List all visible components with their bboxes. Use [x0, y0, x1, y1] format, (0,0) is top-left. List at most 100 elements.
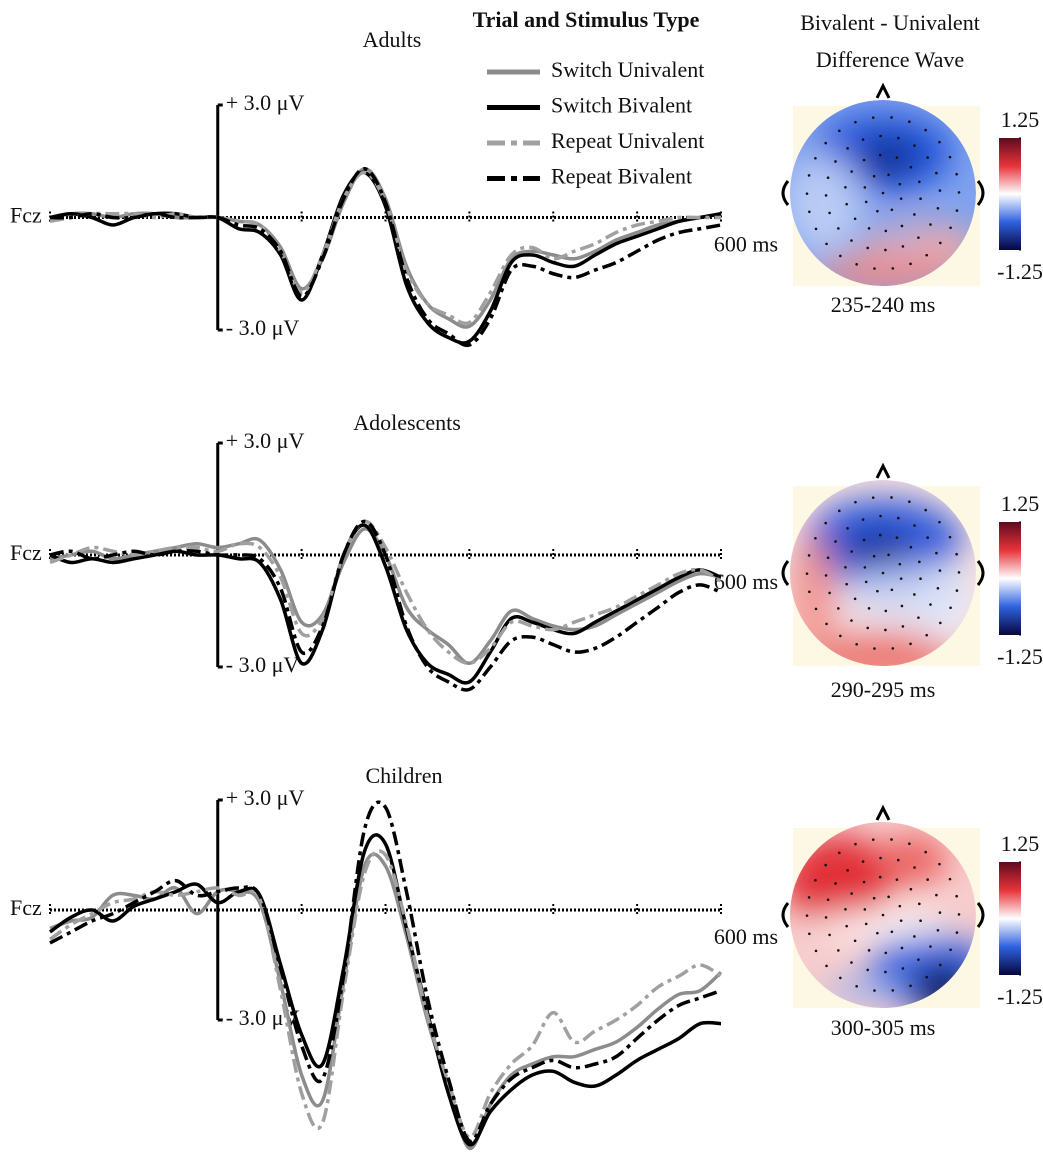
electrode [891, 267, 895, 270]
electrode [899, 577, 903, 580]
electrode [895, 878, 899, 881]
x-tick-label: 600 ms [714, 232, 778, 257]
electrode [846, 869, 849, 872]
electrode [899, 197, 903, 200]
electrode [862, 880, 866, 884]
electrode [895, 156, 899, 159]
electrode [955, 589, 959, 592]
electrode [909, 545, 913, 549]
colorbar-label: 1.25 [1001, 831, 1040, 856]
electrode [846, 147, 849, 150]
electrode [844, 907, 847, 911]
electrode [918, 560, 921, 564]
electrode [872, 896, 876, 900]
field-blob [790, 153, 863, 253]
electrode [891, 647, 895, 650]
electrode [909, 984, 912, 988]
colorbar-label: -1.25 [997, 984, 1043, 1009]
legend-label: Repeat Bivalent [551, 164, 692, 189]
y-tick-label: - 3.0 μV [226, 315, 300, 340]
electrode [924, 508, 927, 512]
electrode [845, 202, 848, 206]
electrode [838, 509, 841, 513]
electrode [909, 262, 912, 266]
electrode [924, 850, 927, 854]
erp-line [49, 167, 722, 348]
electrode [850, 619, 853, 622]
electrode [864, 580, 868, 584]
electrode [839, 254, 842, 258]
electrode [862, 538, 866, 542]
electrode [938, 520, 941, 524]
electrode [891, 989, 895, 992]
legend-title: Trial and Stimulus Type [473, 7, 700, 32]
electrode [957, 191, 961, 194]
electrode [955, 931, 959, 934]
scalp-field [790, 100, 976, 286]
electrode [872, 554, 876, 558]
ear-left [781, 180, 790, 206]
electrode [909, 642, 912, 646]
electrode [913, 213, 916, 216]
field-blob [790, 835, 893, 925]
erp-line [49, 167, 722, 329]
electrode [837, 607, 840, 610]
electrode [878, 875, 882, 879]
electrode [879, 514, 882, 518]
electrode [855, 642, 858, 646]
electrode [863, 908, 867, 911]
electrode [862, 158, 866, 162]
electrode [828, 591, 831, 595]
x-tick-label: 600 ms [714, 924, 778, 949]
electrode [808, 210, 811, 214]
electrode [826, 898, 830, 902]
electrode [864, 200, 868, 204]
electrode [861, 860, 865, 863]
colorbar-label: 1.25 [1001, 107, 1040, 132]
map-title: Difference Wave [816, 47, 964, 72]
electrode [814, 227, 818, 231]
electrode [917, 236, 920, 239]
field-blob [843, 563, 963, 623]
electrode [878, 153, 882, 157]
electrode [948, 877, 952, 881]
electrode [936, 928, 940, 932]
electrode [887, 895, 890, 899]
electrode [884, 248, 887, 252]
electrode [854, 842, 857, 846]
ear-right [976, 180, 985, 206]
map-title: Bivalent - Univalent [800, 10, 980, 35]
electrode [826, 556, 830, 560]
time-window: 235-240 ms [831, 292, 936, 317]
ear-right [976, 560, 985, 586]
electrode [871, 496, 875, 499]
ear-left [781, 560, 790, 586]
electrode [924, 128, 927, 132]
electrode [938, 569, 942, 572]
electrode [876, 589, 879, 593]
electrode [807, 554, 811, 557]
electrode [926, 878, 929, 881]
electrode [837, 227, 840, 230]
electrode [938, 189, 942, 192]
panel-title: Adolescents [353, 410, 461, 435]
electrode [834, 882, 837, 885]
electrode [863, 566, 867, 569]
electrode [935, 551, 938, 555]
electrode [926, 536, 929, 539]
electrode [948, 155, 952, 159]
electrode [805, 572, 809, 575]
colorbar-label: -1.25 [997, 644, 1043, 669]
electrode [929, 945, 932, 948]
electrode [807, 174, 811, 177]
field-blob [843, 530, 913, 566]
electrode [919, 919, 922, 923]
electrode [908, 842, 911, 846]
field-blob [888, 233, 918, 253]
electrode [824, 863, 827, 867]
electrode [826, 176, 830, 180]
electrode [908, 120, 911, 124]
electrode [955, 209, 959, 212]
colorbar [999, 522, 1021, 635]
